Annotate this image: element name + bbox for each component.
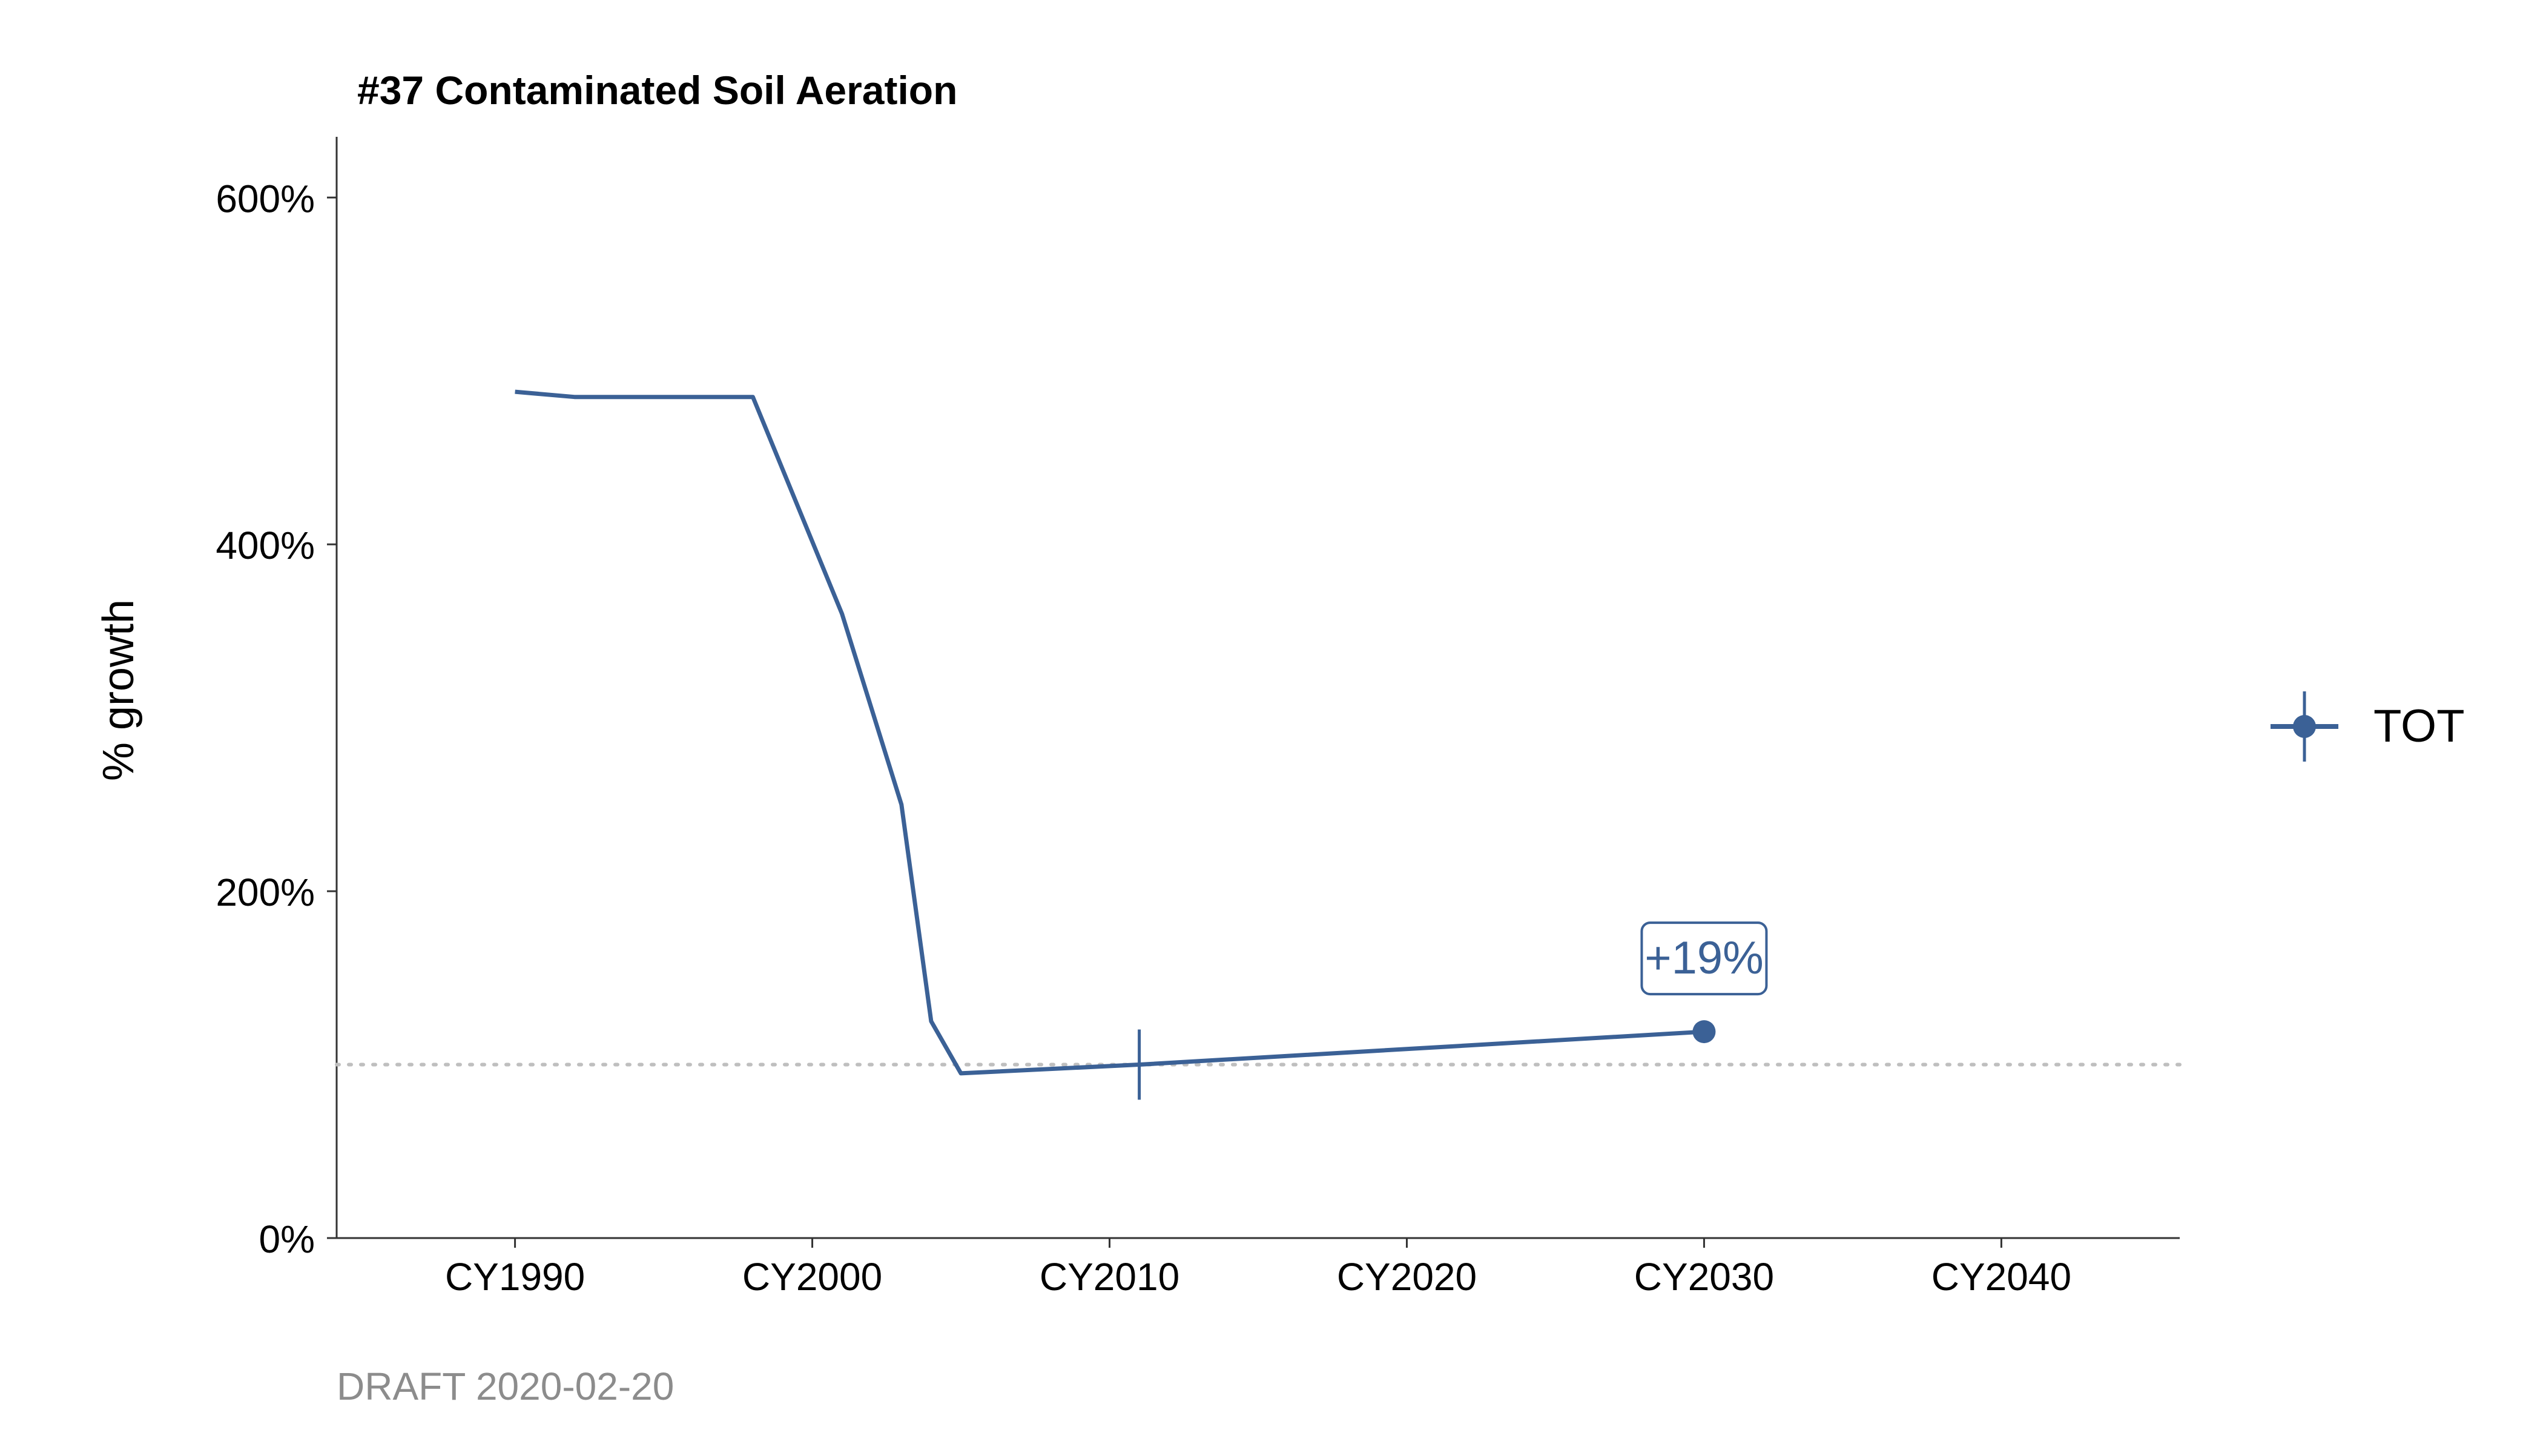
y-tick-label: 0% xyxy=(259,1217,315,1261)
y-axis: 0% 200% 400% 600% xyxy=(216,137,338,1261)
annotation-box xyxy=(1640,921,1768,996)
annotation-label: +19% xyxy=(1644,932,1764,984)
x-tick-label: CY2020 xyxy=(1337,1255,1477,1299)
legend-label: TOT xyxy=(2373,700,2465,752)
series-markers xyxy=(1138,1020,1716,1100)
y-axis-label: % growth xyxy=(94,599,143,781)
series-line-tot xyxy=(515,389,1704,1076)
y-tick-label: 200% xyxy=(216,871,315,914)
growth-annotation: +19% xyxy=(1640,921,1768,996)
x-tick-label: CY2030 xyxy=(1634,1255,1774,1299)
chart-title: #37 Contaminated Soil Aeration xyxy=(357,68,957,113)
legend: TOT xyxy=(2271,691,2465,762)
x-tick-label: CY2040 xyxy=(1931,1255,2071,1299)
y-tick-label: 400% xyxy=(216,524,315,567)
x-tick-label: CY2010 xyxy=(1040,1255,1179,1299)
y-tick-label: 600% xyxy=(216,177,315,220)
x-tick-label: CY2000 xyxy=(742,1255,882,1299)
series-lines xyxy=(515,389,1704,1076)
draft-caption: DRAFT 2020-02-20 xyxy=(337,1365,674,1408)
legend-dot-key xyxy=(2293,715,2316,738)
end-point-marker xyxy=(1692,1020,1716,1044)
x-tick-label: CY1990 xyxy=(445,1255,585,1299)
x-axis: CY1990 CY2000 CY2010 CY2020 CY2030 CY2040 xyxy=(337,1237,2180,1299)
